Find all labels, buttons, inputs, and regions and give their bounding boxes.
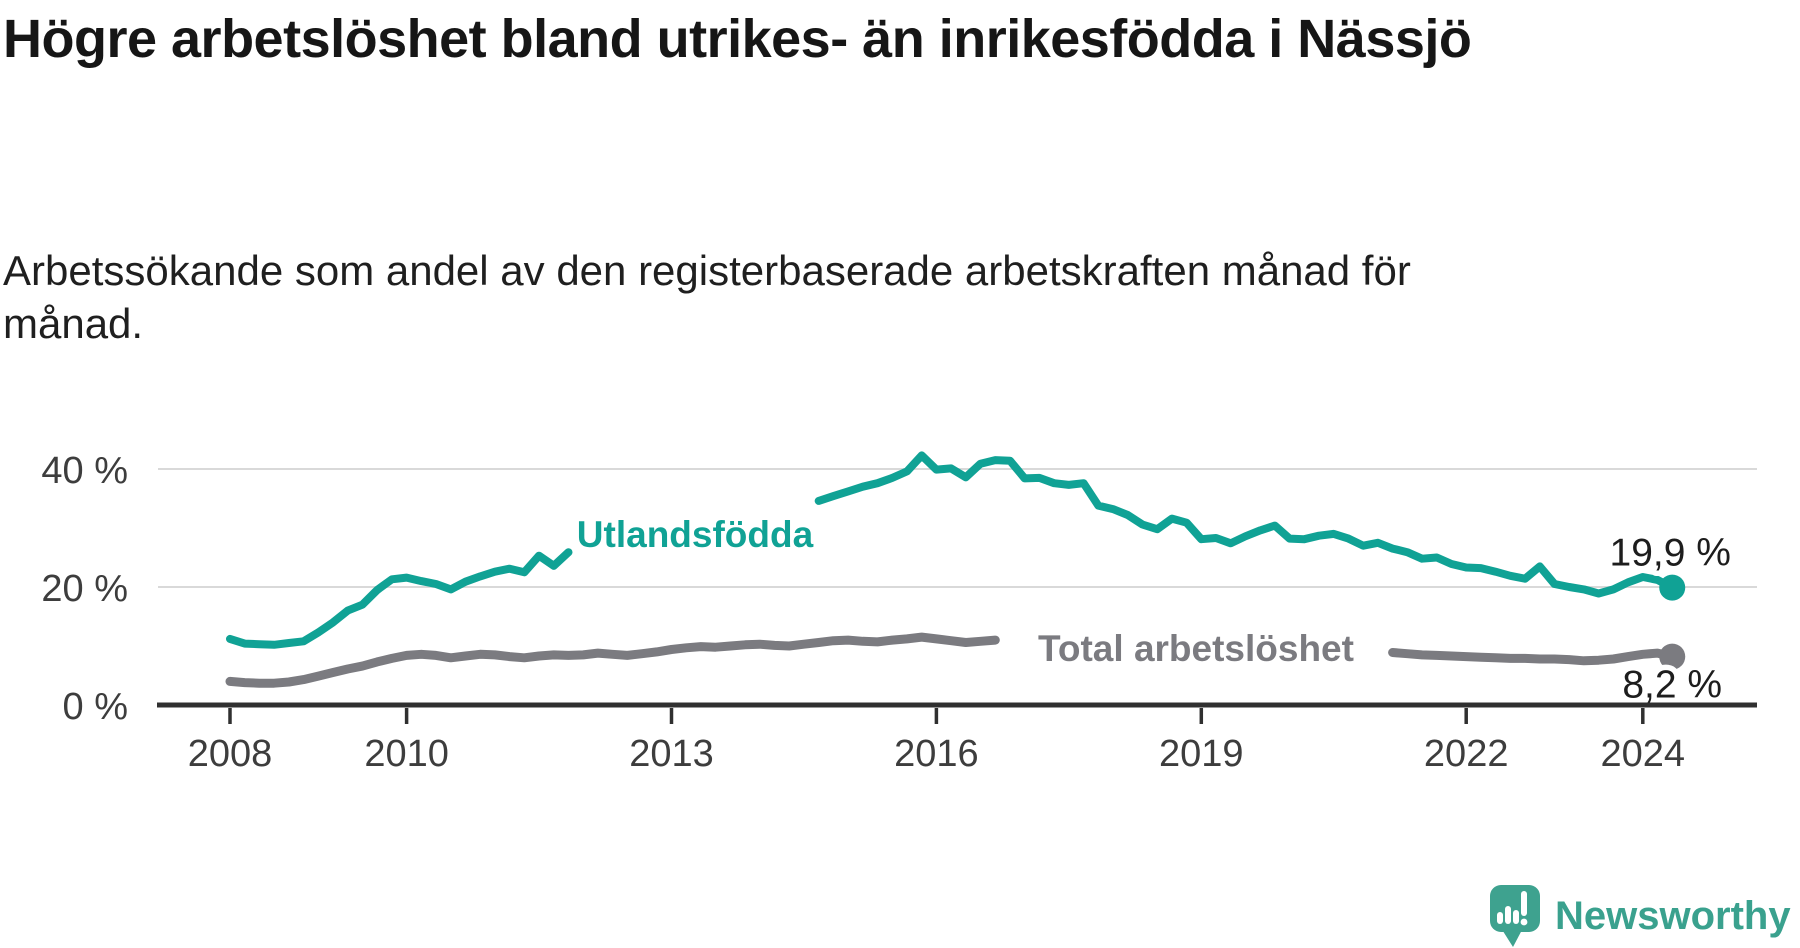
series-line-utlandsfodda — [226, 451, 1677, 649]
x-tick-label: 2016 — [894, 733, 979, 775]
end-value-label: 19,9 % — [1610, 532, 1731, 575]
page-subtitle: Arbetssökande som andel av den registerb… — [3, 247, 1411, 347]
series-end-dot — [1659, 643, 1686, 670]
y-tick-label: 40 % — [41, 450, 128, 492]
x-tick-label: 2008 — [188, 733, 273, 775]
y-tick-label: 0 % — [63, 686, 128, 728]
page-title: Högre arbetslöshet bland utrikes- än inr… — [3, 9, 1472, 69]
brand-name: Newsworthy — [1555, 894, 1791, 938]
x-tick-label: 2010 — [364, 733, 449, 775]
x-tick-label: 2022 — [1424, 733, 1509, 775]
series-label-total: Total arbetslöshet — [1038, 628, 1354, 669]
x-tick-label: 2019 — [1159, 733, 1244, 775]
brand-footer: Newsworthy — [1488, 884, 1800, 948]
x-tick-label: 2024 — [1601, 733, 1686, 775]
series-end-dot — [1659, 574, 1686, 601]
series-label-utlandsfodda: Utlandsfödda — [577, 514, 814, 555]
y-tick-label: 20 % — [41, 568, 128, 610]
end-value-label: 8,2 % — [1622, 664, 1722, 707]
series-line-total — [225, 632, 1677, 688]
newsworthy-logo-icon — [1490, 885, 1540, 947]
x-tick-label: 2013 — [629, 733, 714, 775]
